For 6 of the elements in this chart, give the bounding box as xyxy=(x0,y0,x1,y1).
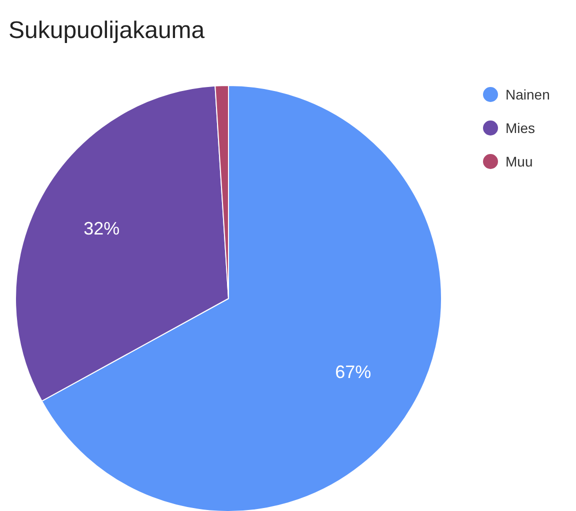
legend-label: Mies xyxy=(506,120,536,136)
legend-label: Muu xyxy=(506,154,533,170)
data-label: 32% xyxy=(84,218,120,239)
chart-title: Sukupuolijakauma xyxy=(8,17,206,44)
legend-label: Nainen xyxy=(506,86,550,102)
data-label: 67% xyxy=(335,362,372,382)
